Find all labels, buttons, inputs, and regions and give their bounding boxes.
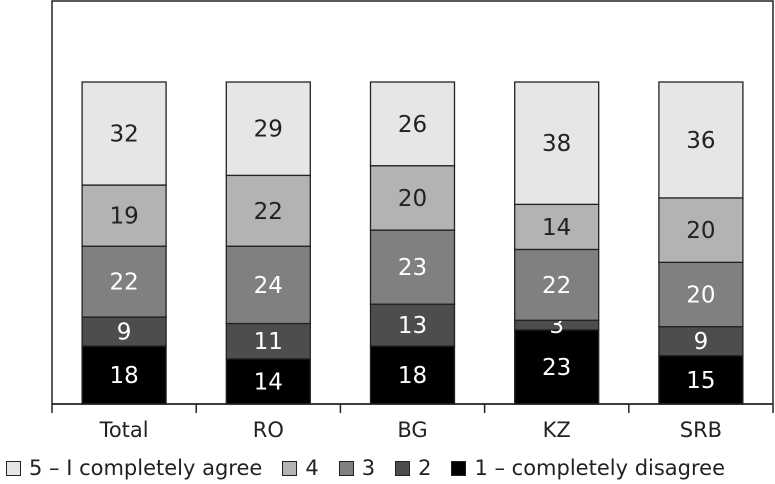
- legend-swatch: [451, 460, 467, 476]
- data-label: 9: [117, 320, 132, 346]
- x-tick-label: BG: [397, 418, 427, 442]
- data-label: 19: [109, 204, 138, 230]
- data-label: 32: [109, 122, 138, 148]
- legend-swatch: [6, 460, 21, 476]
- x-axis: Total RO BG KZ SRB: [51, 403, 774, 442]
- data-label: 20: [398, 186, 427, 212]
- data-label: 18: [109, 363, 138, 389]
- bar-segment: [369, 345, 456, 405]
- legend-label: 2: [418, 456, 432, 480]
- data-label: 38: [542, 131, 571, 157]
- bar-segment: [81, 81, 167, 186]
- x-tick-label: KZ: [543, 418, 571, 442]
- legend-swatch: [338, 460, 354, 476]
- data-label: 24: [254, 273, 283, 299]
- data-label: 22: [109, 270, 138, 296]
- legend-item: 1 – completely disagree: [451, 456, 725, 480]
- data-label: 23: [398, 255, 427, 281]
- data-label: 26: [398, 112, 427, 138]
- x-tick-label: RO: [253, 418, 284, 442]
- bar-segment: [225, 358, 311, 405]
- data-label: 13: [398, 313, 427, 339]
- data-label: 29: [254, 117, 283, 143]
- bar-segment: [658, 197, 744, 263]
- legend-label: 5 – I completely agree: [29, 456, 263, 480]
- legend-label: 3: [361, 456, 376, 480]
- bars-group: 1892219321411242229181323202623322143815…: [81, 81, 744, 405]
- data-label: 22: [542, 273, 571, 299]
- legend-item: 5 – I completely agree: [6, 456, 262, 480]
- bar-segment: [81, 316, 167, 347]
- legend-item: 2: [395, 456, 431, 480]
- bar-segment: [225, 245, 311, 325]
- bar-segment: [514, 81, 600, 206]
- x-tick-label: SRB: [680, 418, 722, 442]
- data-label: 20: [686, 218, 715, 244]
- data-label: 11: [254, 329, 283, 355]
- stacked-bar-chart: 1892219321411242229181323202623322143815…: [51, 0, 774, 442]
- bar-segment: [514, 248, 600, 321]
- data-label: 14: [254, 369, 283, 395]
- legend-swatch: [395, 460, 411, 476]
- data-label: 22: [254, 199, 283, 225]
- bar-segment: [658, 261, 744, 328]
- bar-segment: [225, 322, 311, 360]
- bar-segment: [225, 81, 311, 177]
- bar-segment: [658, 81, 744, 199]
- data-label: 15: [686, 368, 715, 394]
- legend-label: 1 – completely disagree: [474, 456, 726, 480]
- legend-item: 4: [282, 456, 319, 480]
- x-tick-label: Total: [99, 418, 149, 442]
- legend: 5 – I completely agree 4 3 2 1 – completely …: [0, 452, 775, 484]
- bar-segment: [81, 345, 167, 405]
- bar-segment: [514, 203, 600, 251]
- data-label: 14: [542, 215, 571, 241]
- bar-segment: [514, 329, 600, 405]
- data-label: 18: [398, 363, 427, 389]
- data-label: 36: [686, 128, 715, 154]
- legend-swatch: [282, 460, 298, 476]
- bar-segment: [225, 174, 311, 247]
- bar-segment: [658, 326, 744, 357]
- legend-item: 3: [338, 456, 376, 480]
- bar-segment: [369, 81, 456, 167]
- data-label: 23: [542, 355, 571, 381]
- data-label: 9: [694, 329, 709, 355]
- legend-label: 4: [305, 456, 319, 480]
- data-label: 20: [686, 283, 715, 309]
